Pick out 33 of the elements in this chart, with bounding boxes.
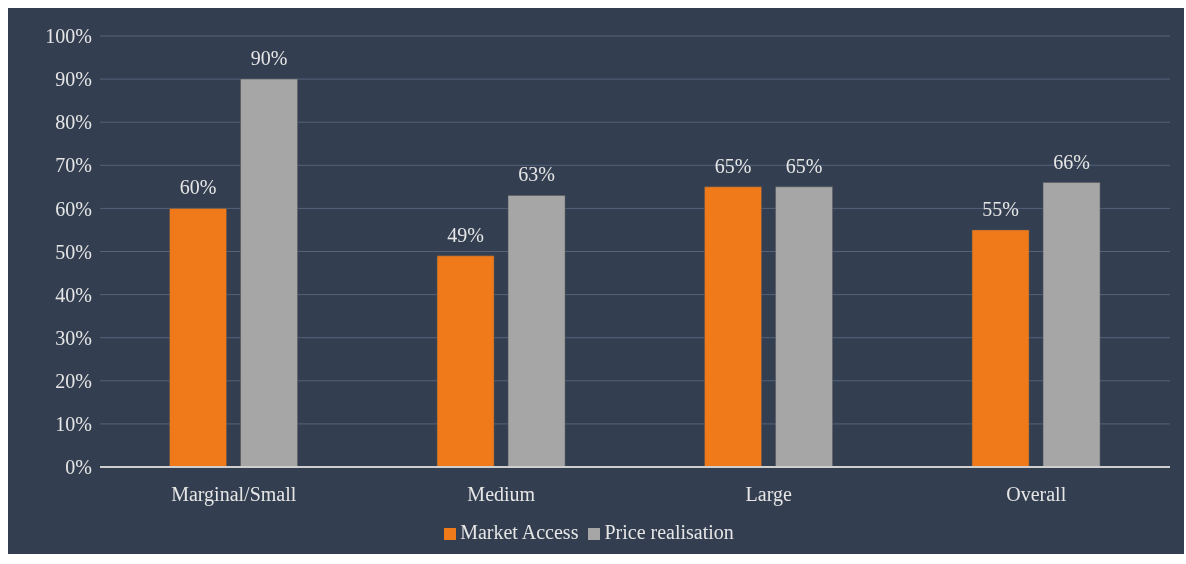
- legend-label: Price realisation: [604, 521, 734, 543]
- legend-label: Market Access: [460, 521, 579, 543]
- y-tick-label: 70%: [55, 154, 92, 177]
- data-label: 65%: [785, 154, 823, 177]
- y-tick-label: 60%: [55, 197, 92, 220]
- x-tick-label: Large: [745, 483, 792, 507]
- x-tick-label: Marginal/Small: [171, 483, 297, 507]
- y-tick-label: 10%: [55, 413, 92, 435]
- bar: [775, 186, 833, 467]
- y-tick-label: 80%: [55, 111, 92, 134]
- data-label: 63%: [518, 163, 555, 186]
- y-tick-label: 100%: [45, 25, 92, 48]
- y-tick-label: 30%: [55, 326, 92, 349]
- bar: [971, 229, 1030, 467]
- y-tick-label: 50%: [55, 240, 92, 263]
- bar: [240, 78, 298, 467]
- bar: [507, 195, 566, 467]
- y-tick-label: 40%: [55, 283, 92, 306]
- data-label: 65%: [714, 154, 752, 177]
- data-label: 55%: [982, 197, 1019, 220]
- x-tick-label: Overall: [1006, 483, 1067, 506]
- y-tick-label: 20%: [55, 369, 92, 392]
- bar: [436, 255, 495, 467]
- x-tick-label: Medium: [467, 483, 536, 506]
- data-label: 49%: [447, 223, 484, 246]
- bar: [704, 186, 762, 467]
- data-label: 66%: [1053, 150, 1090, 173]
- bar: [1042, 182, 1101, 467]
- data-label: 60%: [179, 176, 217, 199]
- bar: [169, 208, 227, 467]
- data-label: 90%: [250, 47, 288, 70]
- y-tick-label: 90%: [55, 68, 92, 91]
- y-tick-label: 0%: [65, 456, 92, 479]
